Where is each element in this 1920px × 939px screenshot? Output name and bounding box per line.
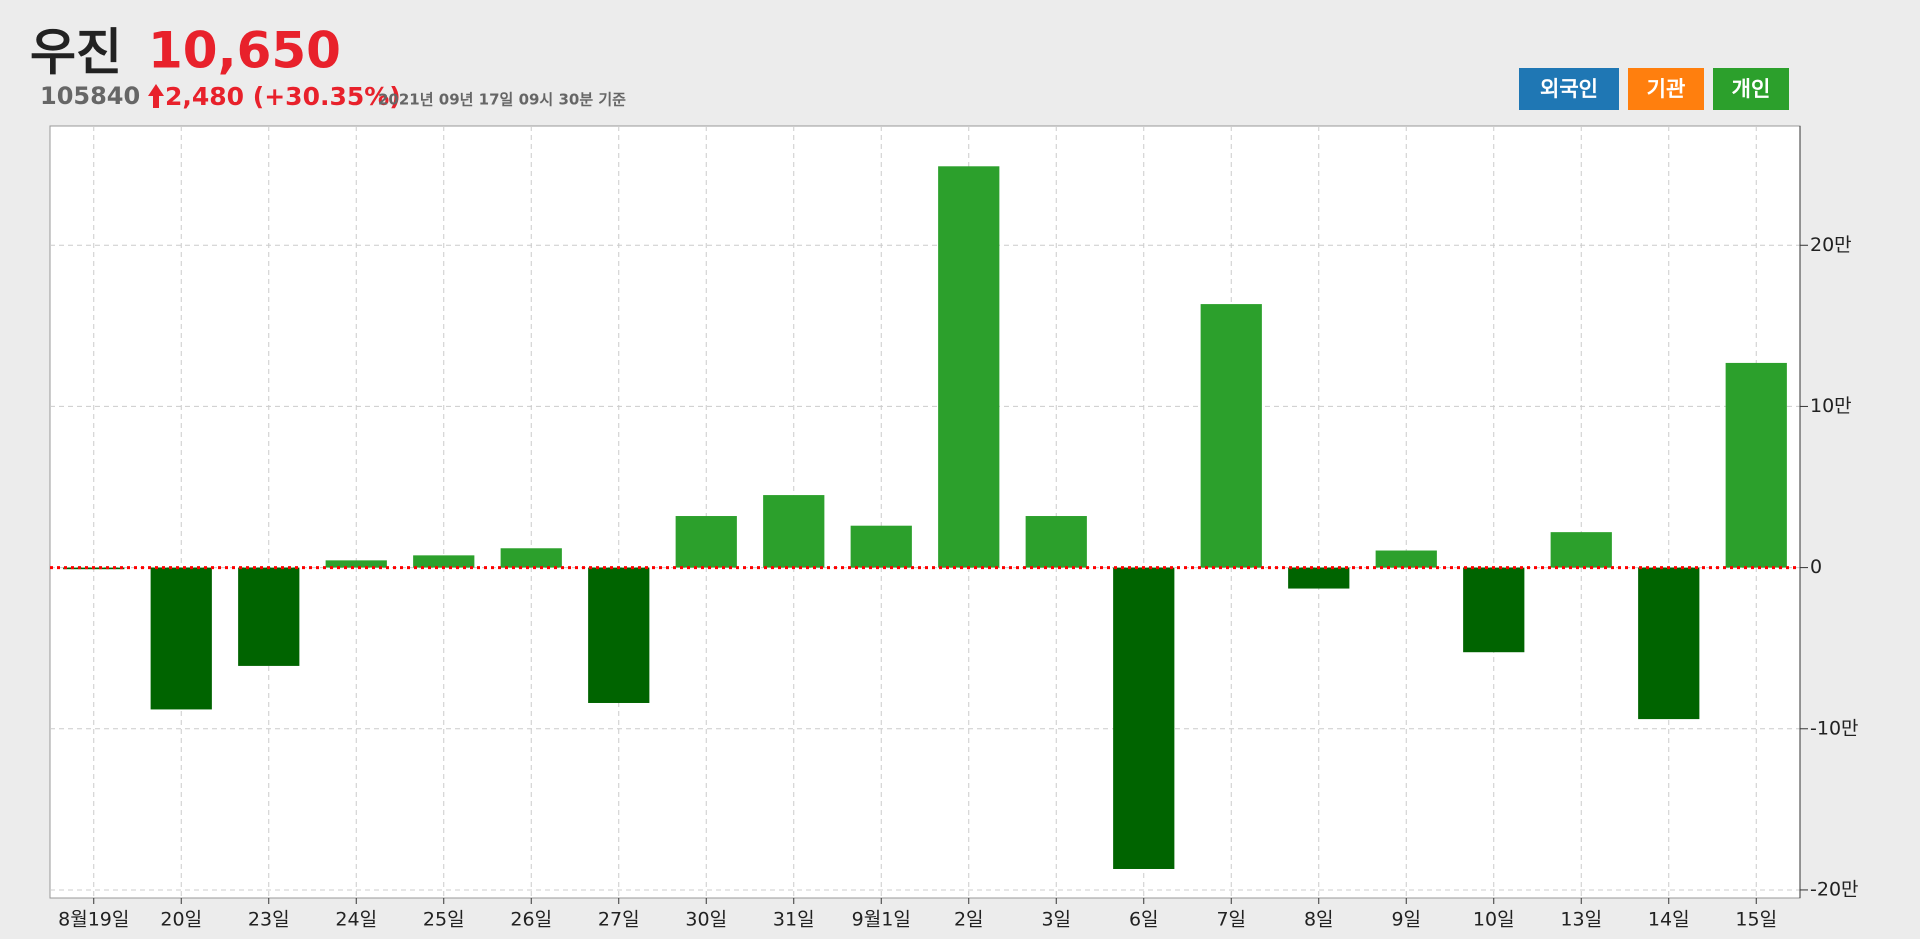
x-tick-label: 6일 (1129, 909, 1159, 931)
change-pct: (+30.35%) (253, 82, 401, 111)
x-tick-label: 30일 (685, 909, 727, 931)
x-tick-label: 9월1일 (852, 909, 911, 931)
bar (150, 567, 212, 710)
x-tick-label: 27일 (598, 909, 640, 931)
x-tick-label: 3일 (1041, 909, 1071, 931)
y-tick-label: 20만 (1810, 234, 1852, 256)
y-tick-label: -10만 (1810, 717, 1859, 739)
y-tick-label: -20만 (1810, 878, 1859, 900)
bar (1550, 532, 1612, 568)
stock-code: 105840 (40, 82, 140, 110)
x-tick-label: 10일 (1473, 909, 1515, 931)
x-tick-label: 9일 (1391, 909, 1421, 931)
bar (675, 516, 737, 568)
series-buttons: 외국인 기관 개인 (1519, 68, 1789, 110)
x-tick-label: 31일 (773, 909, 815, 931)
bar (1725, 362, 1787, 568)
y-tick-label: 0 (1810, 556, 1822, 578)
series-button[interactable]: 개인 (1713, 68, 1789, 110)
plot-area (49, 125, 1801, 899)
button-bg (1519, 68, 1619, 110)
button-label: 외국인 (1540, 77, 1598, 101)
x-tick-label: 8일 (1304, 909, 1334, 931)
x-tick-label: 13일 (1560, 909, 1602, 931)
x-tick-label: 24일 (335, 909, 377, 931)
bar (413, 555, 475, 568)
price-change: 2,480 (+30.35%) (165, 82, 401, 111)
bar (588, 567, 650, 703)
x-tick-label: 15일 (1735, 909, 1777, 931)
series-button[interactable]: 외국인 (1519, 68, 1619, 110)
stock-name: 우진 (30, 24, 122, 82)
series-button[interactable]: 기관 (1628, 68, 1704, 110)
bar (1375, 550, 1437, 568)
x-tick-label: 14일 (1648, 909, 1690, 931)
x-tick-label: 2일 (954, 909, 984, 931)
bar (325, 560, 387, 568)
bar (850, 525, 912, 568)
x-tick-label: 23일 (248, 909, 290, 931)
bar (1463, 567, 1525, 653)
bar (1025, 516, 1087, 568)
bar (938, 166, 1000, 568)
plot: -20만 -10만 0 10만 20만 8월19일 20일 23일 24일 25일 26일 27일 30… (50, 126, 1859, 931)
button-bg (1628, 68, 1704, 110)
up-arrow (148, 84, 164, 108)
bar (1113, 567, 1175, 869)
button-label: 개인 (1732, 77, 1771, 101)
bar (763, 495, 825, 568)
x-tick-label: 8월19일 (58, 909, 129, 931)
x-tick-label: 25일 (423, 909, 465, 931)
change: 2,480 (165, 82, 244, 111)
x-tick-label: 26일 (510, 909, 552, 931)
button-bg (1713, 68, 1789, 110)
bar (238, 567, 300, 666)
bar (1638, 567, 1700, 720)
stock-price: 10,650 (148, 22, 341, 80)
bar (1200, 304, 1262, 568)
x-tick-label: 7일 (1216, 909, 1246, 931)
bar (1288, 567, 1350, 589)
button-label: 기관 (1647, 77, 1686, 101)
x-tick-label: 20일 (160, 909, 202, 931)
y-tick-label: 10만 (1810, 395, 1852, 417)
bar (500, 548, 562, 568)
timestamp: 2021년 09년 17일 09시 30분 기준 (378, 91, 626, 109)
